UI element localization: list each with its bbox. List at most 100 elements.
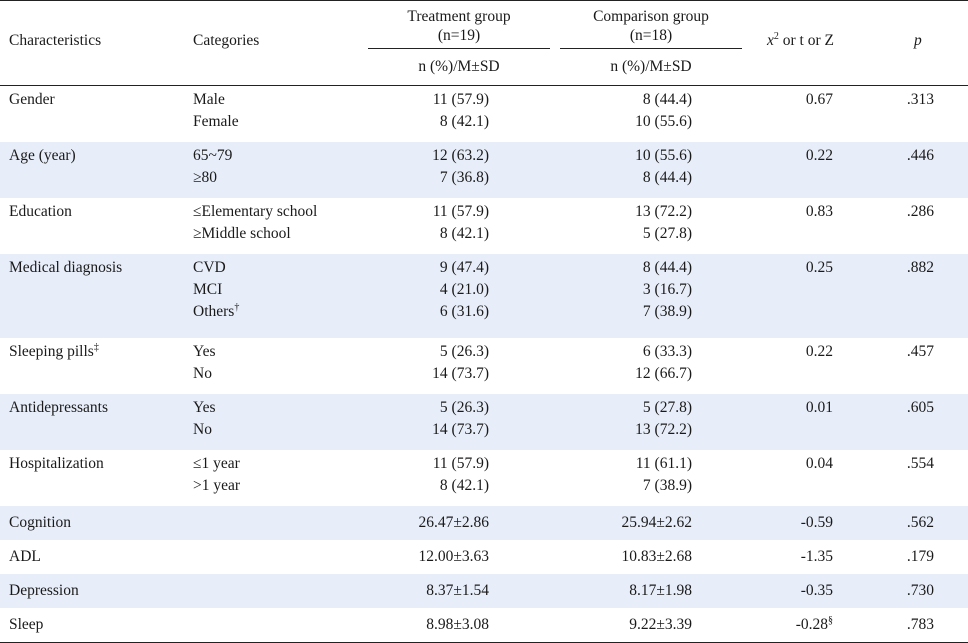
- treatment-cell-text: 6 (31.6): [439, 303, 489, 320]
- p-value-cell: .457: [907, 341, 934, 363]
- comparison-cell-text: 7 (38.9): [642, 477, 692, 494]
- comparison-cell-text: 8 (44.4): [642, 259, 692, 276]
- statistic-cell-footnote-mark: §: [828, 614, 833, 626]
- category-cell-text: Others: [193, 303, 235, 320]
- category-cell-text: Female: [193, 113, 239, 130]
- characteristic-cell-text: ADL: [9, 548, 41, 565]
- treatment-cell-line: 5 (26.3): [432, 397, 489, 419]
- header-categories: Categories: [193, 32, 260, 49]
- comparison-cell: 5 (27.8) 13 (72.2): [635, 397, 692, 441]
- characteristic-cell: Hospitalization: [9, 453, 104, 475]
- characteristic-cell: Sleeping pills‡: [9, 341, 99, 363]
- category-cell-text: CVD: [193, 259, 226, 276]
- comparison-cell-text: 9.22±3.39: [629, 616, 692, 633]
- comparison-group-n: (n=18): [629, 27, 673, 44]
- treatment-cell-text: 8 (42.1): [439, 113, 489, 130]
- category-cell-footnote-mark: †: [234, 301, 240, 313]
- treatment-cell-line: 14 (73.7): [432, 363, 489, 385]
- table-row: Sleep 8.98±3.08 9.22±3.39 -0.28§ .783: [0, 608, 968, 643]
- category-cell-text: >1 year: [193, 477, 241, 494]
- category-cell-text: 65~79: [193, 147, 233, 164]
- characteristic-cell-line: Medical diagnosis: [9, 257, 122, 279]
- treatment-cell-text: 8 (42.1): [439, 477, 489, 494]
- p-value-cell-text: .882: [906, 259, 934, 276]
- statistic-cell-text: 0.25: [805, 259, 833, 276]
- category-cell: ≤1 year >1 year: [193, 453, 240, 497]
- characteristic-cell-line: Sleeping pills‡: [9, 341, 99, 363]
- treatment-cell: 11 (57.9) 8 (42.1): [433, 201, 489, 245]
- treatment-cell-line: 12.00±3.63: [418, 546, 489, 568]
- statistic-cell-line: -0.59: [801, 512, 833, 534]
- treatment-cell: 5 (26.3) 14 (73.7): [432, 341, 489, 385]
- statistic-cell-line: 0.01: [806, 397, 833, 419]
- treatment-cell-line: 11 (57.9): [433, 89, 489, 111]
- comparison-cell-line: 3 (16.7): [643, 279, 692, 301]
- category-cell-line: Yes: [193, 397, 216, 419]
- p-value-cell: .605: [907, 397, 934, 419]
- category-cell-line: 65~79: [193, 145, 232, 167]
- characteristic-cell-text: Education: [9, 203, 72, 220]
- p-value-cell: .562: [907, 512, 934, 534]
- treatment-cell-line: 26.47±2.86: [418, 512, 489, 534]
- statistic-cell-line: 0.67: [806, 89, 833, 111]
- statistic-cell-line: 0.04: [806, 453, 833, 475]
- comparison-cell-line: 10 (55.6): [635, 145, 692, 167]
- comparison-subheader: n (%)/M±SD: [610, 58, 692, 75]
- comparison-cell-text: 25.94±2.62: [621, 514, 692, 531]
- statistic-cell-line: -0.28§: [796, 614, 833, 636]
- p-value-cell-text: .730: [906, 582, 934, 599]
- category-cell-line: Female: [193, 111, 239, 133]
- p-value-cell-text: .554: [906, 455, 934, 472]
- comparison-cell: 10 (55.6) 8 (44.4): [635, 145, 692, 189]
- comparison-cell-text: 7 (38.9): [642, 303, 692, 320]
- comparison-cell-text: 13 (72.2): [635, 421, 692, 438]
- treatment-cell-line: 4 (21.0): [440, 279, 489, 301]
- p-value-cell: .882: [907, 257, 934, 279]
- comparison-cell-text: 10.83±2.68: [621, 548, 692, 565]
- treatment-cell-line: 11 (57.9): [433, 453, 489, 475]
- p-value-cell-text: .457: [906, 343, 934, 360]
- characteristic-cell-text: Sleep: [9, 616, 44, 633]
- treatment-cell-line: 8 (42.1): [433, 223, 489, 245]
- comparison-cell-text: 10 (55.6): [635, 147, 692, 164]
- category-cell-line: Others†: [193, 301, 239, 323]
- characteristic-cell-text: Hospitalization: [9, 455, 104, 472]
- statistic-cell-line: 0.22: [806, 145, 833, 167]
- treatment-cell-text: 11 (57.9): [432, 91, 489, 108]
- characteristic-cell: ADL: [9, 546, 41, 568]
- table-row: Antidepressants Yes No 5 (26.3) 14 (73.7) 5 (…: [0, 394, 968, 450]
- category-cell-line: MCI: [193, 279, 239, 301]
- statistic-cell: 0.25: [806, 257, 833, 279]
- comparison-cell-line: 7 (38.9): [643, 301, 692, 323]
- statistic-cell-text: 0.01: [805, 399, 833, 416]
- characteristic-cell-text: Cognition: [9, 514, 72, 531]
- category-cell: Yes No: [193, 341, 216, 385]
- table-row: Gender Male Female 11 (57.9) 8 (42.1) 8 (44.4…: [0, 86, 968, 142]
- statistic-cell: 0.22: [806, 341, 833, 363]
- comparison-cell-text: 13 (72.2): [635, 203, 692, 220]
- treatment-cell: 11 (57.9) 8 (42.1): [433, 453, 489, 497]
- comparison-cell: 9.22±3.39: [629, 614, 692, 636]
- comparison-cell-line: 8 (44.4): [635, 89, 692, 111]
- treatment-cell-line: 9 (47.4): [440, 257, 489, 279]
- comparison-cell: 8 (44.4) 3 (16.7) 7 (38.9): [643, 257, 692, 323]
- table-body: Gender Male Female 11 (57.9) 8 (42.1) 8 (44.4…: [0, 86, 968, 643]
- header-comparison-group: Comparison group (n=18) n (%)/M±SD: [560, 7, 742, 76]
- header-statistic-rest: or t or Z: [778, 32, 834, 49]
- table-row: Depression 8.37±1.54 8.17±1.98 -0.35 .730: [0, 574, 968, 608]
- statistic-cell-text: 0.22: [805, 147, 833, 164]
- category-cell-text: ≤Elementary school: [193, 203, 318, 220]
- category-cell-text: ≤1 year: [193, 455, 240, 472]
- category-cell-text: Male: [193, 91, 225, 108]
- category-cell: ≤Elementary school ≥Middle school: [193, 201, 317, 245]
- characteristic-cell: Cognition: [9, 512, 71, 534]
- characteristic-cell-text: Antidepressants: [9, 399, 109, 416]
- characteristic-cell-line: Sleep: [9, 614, 43, 636]
- treatment-cell-line: 8 (42.1): [433, 111, 489, 133]
- category-cell-text: No: [193, 365, 212, 382]
- treatment-cell-text: 12.00±3.63: [418, 548, 489, 565]
- comparison-cell-text: 12 (66.7): [635, 365, 692, 382]
- category-cell-text: MCI: [193, 281, 223, 298]
- comparison-cell-text: 8 (44.4): [642, 91, 692, 108]
- comparison-cell-line: 13 (72.2): [635, 419, 692, 441]
